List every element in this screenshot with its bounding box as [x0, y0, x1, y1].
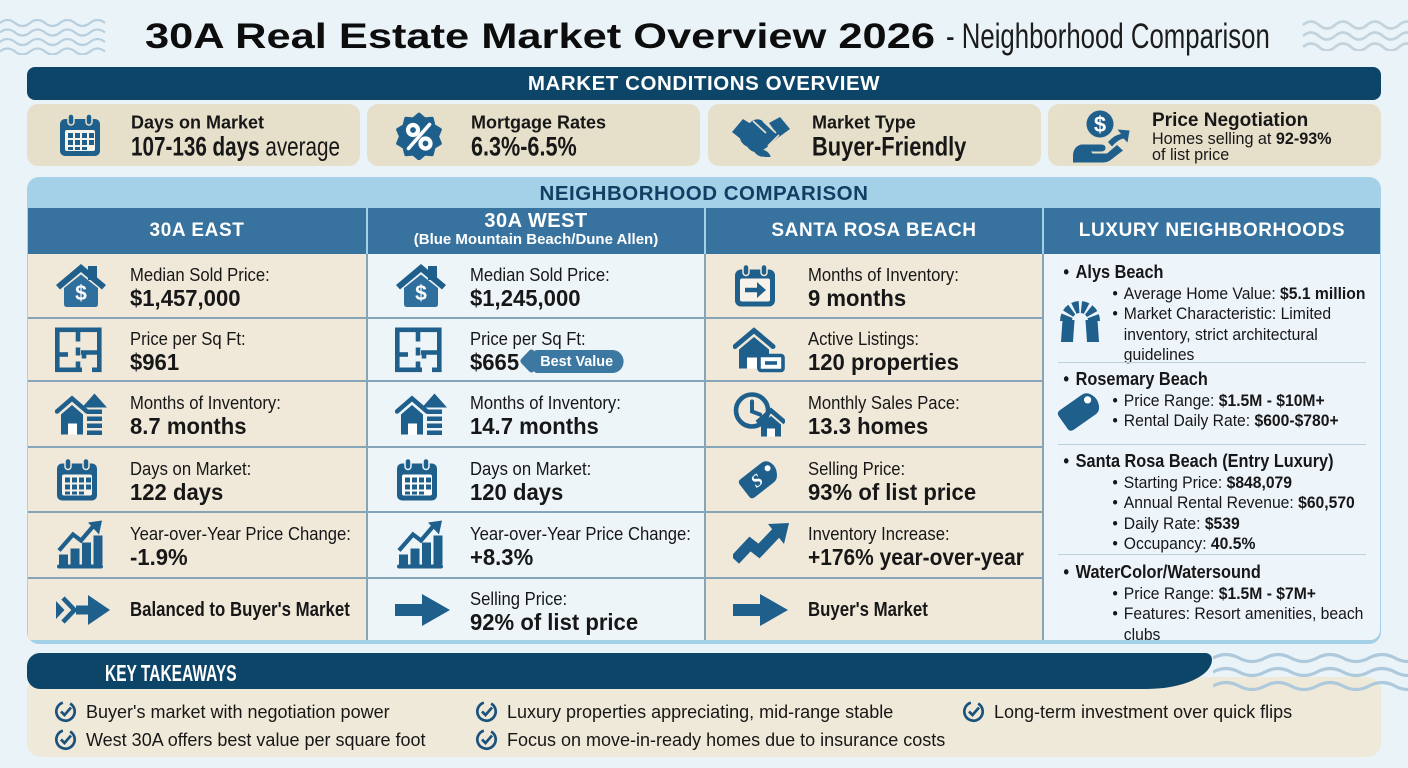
svg-text:$: $	[415, 282, 427, 305]
svg-text:$: $	[75, 282, 87, 305]
svg-text:$: $	[1094, 112, 1106, 137]
